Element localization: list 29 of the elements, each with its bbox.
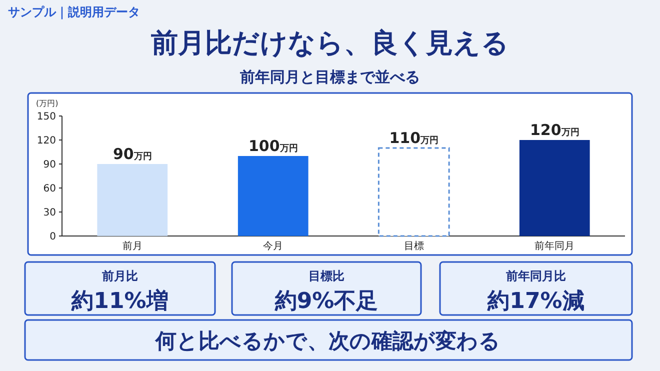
y-axis-title: (万円) [36,99,58,108]
y-tick-label: 150 [36,112,56,122]
text: 約9%不足 [274,289,378,314]
text: 約11%増 [70,288,168,314]
text: 何と比べるかで、次の確認が変わる [154,329,500,353]
data-label: 120万円 [530,121,580,139]
y-tick-label: 60 [43,184,56,194]
x-tick-label: 今月 [263,240,284,252]
bar [97,164,168,236]
x-tick-label: 前年同月 [534,240,575,252]
y-tick-label: 30 [43,208,56,218]
data-label: 110万円 [389,129,439,147]
text: 前年同月比 [505,269,566,283]
y-tick-label: 0 [50,232,56,242]
x-tick-label: 前月 [122,240,142,252]
y-tick-label: 120 [36,136,56,146]
chart-title: 前月比だけなら、良く見える [150,28,509,59]
text: 前月比 [101,269,138,283]
bar [238,156,308,236]
y-tick-label: 90 [43,160,56,170]
bar [378,147,450,237]
x-tick-label: 目標 [404,240,424,252]
chart-subtitle: 前年同月と目標まで並べる [239,68,420,86]
text: 約17%減 [486,289,584,314]
data-label: 90万円 [112,145,152,163]
bar [519,140,590,236]
data-label: 100万円 [248,137,298,155]
text: 目標比 [308,269,344,283]
text: サンプル｜説明用データ [8,5,140,20]
